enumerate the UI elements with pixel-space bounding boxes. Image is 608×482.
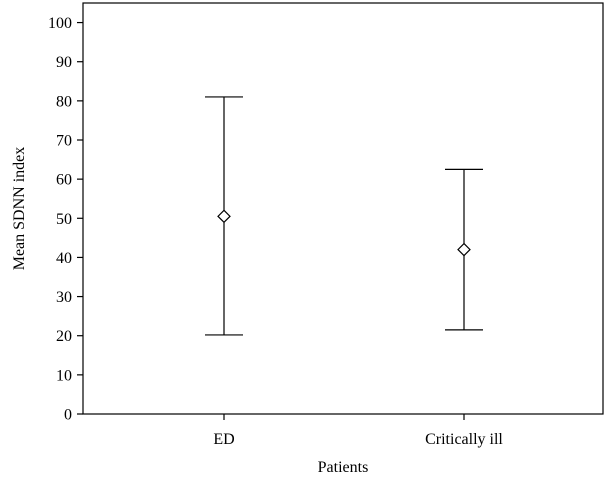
error-bar [445,168,483,331]
y-tick-label: 60 [56,172,72,189]
y-tick-label: 20 [56,328,72,345]
plot-border [82,2,604,415]
y-tick-label: 50 [56,211,72,228]
mean-diamond-marker [457,242,471,257]
x-axis: ED Critically ill [213,414,503,448]
x-tick-label: Critically ill [425,431,503,448]
y-tick-label: 70 [56,133,72,150]
y-axis: 0 10 20 30 40 50 60 70 80 90 100 [48,15,83,424]
y-tick-label: 40 [56,250,72,267]
y-tick-label: 90 [56,54,72,71]
y-axis-title: Mean SDNN index [11,147,28,271]
y-tick-label: 10 [56,367,72,384]
y-tick-label: 0 [64,407,72,424]
error-bar [205,96,243,336]
y-tick-label: 30 [56,289,72,306]
x-tick-label: ED [213,431,234,448]
x-axis-title: Patients [318,459,369,476]
y-tick-label: 100 [48,15,72,32]
plot-frame [82,2,604,415]
mean-diamond-marker [217,209,231,224]
y-tick-label: 80 [56,93,72,110]
error-bars [205,96,483,336]
